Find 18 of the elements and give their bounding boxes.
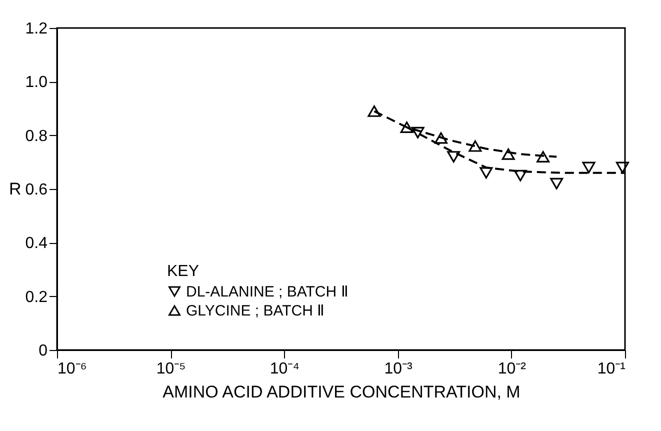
x-axis-title: AMINO ACID ADDITIVE CONCENTRATION, M [162,382,520,402]
x-tick-label: 10⁻⁴ [270,360,300,378]
y-axis-title: R [8,180,22,198]
x-tick-label: 10⁻⁵ [156,360,186,378]
y-tick-label: 1.2 [25,20,48,38]
legend-label: DL-ALANINE ; BATCH Ⅱ [186,284,348,300]
y-tick-label: 1.0 [25,74,48,92]
x-tick-label: 10⁻² [498,360,527,378]
y-tick-label: 0 [38,342,48,360]
legend-label: GLYCINE ; BATCH Ⅱ [186,302,324,320]
y-tick-label: 0.2 [25,288,48,306]
y-tick-label: 0.4 [25,235,48,252]
x-tick-label: 10⁻³ [384,360,414,378]
legend-title: KEY [167,263,200,280]
x-tick-label: 10⁻¹ [597,360,626,378]
x-tick-label: 10⁻⁶ [58,360,87,378]
y-tick-label: 0.6 [25,182,48,198]
y-tick-label: 0.8 [25,128,48,145]
